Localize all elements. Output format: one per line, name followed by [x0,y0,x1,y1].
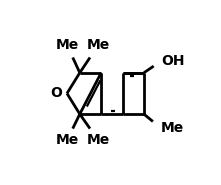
Text: Me: Me [55,133,79,147]
Text: Me: Me [87,133,110,147]
Text: O: O [50,86,62,100]
Text: Me: Me [87,38,110,52]
Text: OH: OH [162,54,185,68]
Text: Me: Me [160,121,183,135]
Text: Me: Me [55,38,79,52]
